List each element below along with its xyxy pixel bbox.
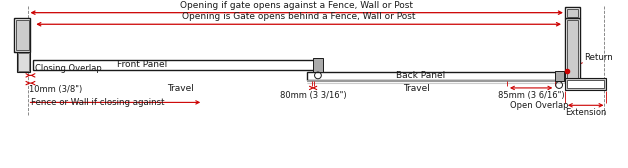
Bar bbox=[565, 78, 607, 90]
Text: Opening is Gate opens behind a Fence, Wall or Post: Opening is Gate opens behind a Fence, Wa… bbox=[182, 12, 416, 21]
Text: 10mm (3/8"): 10mm (3/8") bbox=[28, 85, 82, 94]
Bar bbox=[17, 52, 30, 72]
Text: Front Panel: Front Panel bbox=[117, 60, 167, 69]
Text: Travel: Travel bbox=[168, 84, 195, 93]
Bar bbox=[565, 18, 580, 82]
Text: Open Overlap: Open Overlap bbox=[509, 101, 568, 110]
Bar bbox=[567, 9, 578, 16]
Text: Extension: Extension bbox=[565, 108, 607, 117]
Bar bbox=[307, 72, 560, 80]
Bar bbox=[14, 18, 30, 52]
Bar bbox=[555, 71, 564, 81]
Text: Back Panel: Back Panel bbox=[396, 71, 446, 80]
Bar bbox=[567, 80, 605, 88]
Bar bbox=[313, 58, 323, 72]
Text: Fence or Wall if closing against: Fence or Wall if closing against bbox=[31, 98, 165, 107]
Text: 80mm (3 3/16"): 80mm (3 3/16") bbox=[280, 91, 347, 100]
Text: Return: Return bbox=[584, 53, 613, 62]
Text: Travel: Travel bbox=[403, 84, 430, 93]
Text: Closing Overlap: Closing Overlap bbox=[35, 65, 102, 73]
Text: Opening if gate opens against a Fence, Wall or Post: Opening if gate opens against a Fence, W… bbox=[180, 1, 413, 10]
Bar bbox=[567, 20, 578, 80]
Bar bbox=[565, 7, 580, 18]
Text: 85mm (3 6/16"): 85mm (3 6/16") bbox=[498, 91, 565, 100]
Bar bbox=[33, 60, 319, 70]
Bar bbox=[16, 20, 28, 50]
Bar bbox=[18, 53, 30, 71]
